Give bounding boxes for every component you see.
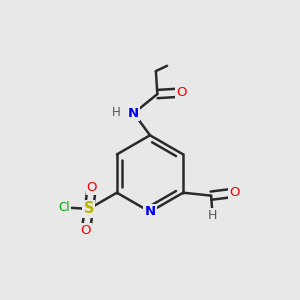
Text: Cl: Cl (58, 201, 70, 214)
Text: S: S (84, 201, 94, 216)
Text: O: O (230, 186, 240, 199)
Text: O: O (87, 181, 97, 194)
Text: N: N (128, 107, 140, 120)
Text: H: H (208, 209, 217, 222)
Text: O: O (176, 86, 187, 99)
Text: H: H (112, 106, 121, 119)
Text: O: O (81, 224, 91, 237)
Text: N: N (144, 205, 156, 218)
